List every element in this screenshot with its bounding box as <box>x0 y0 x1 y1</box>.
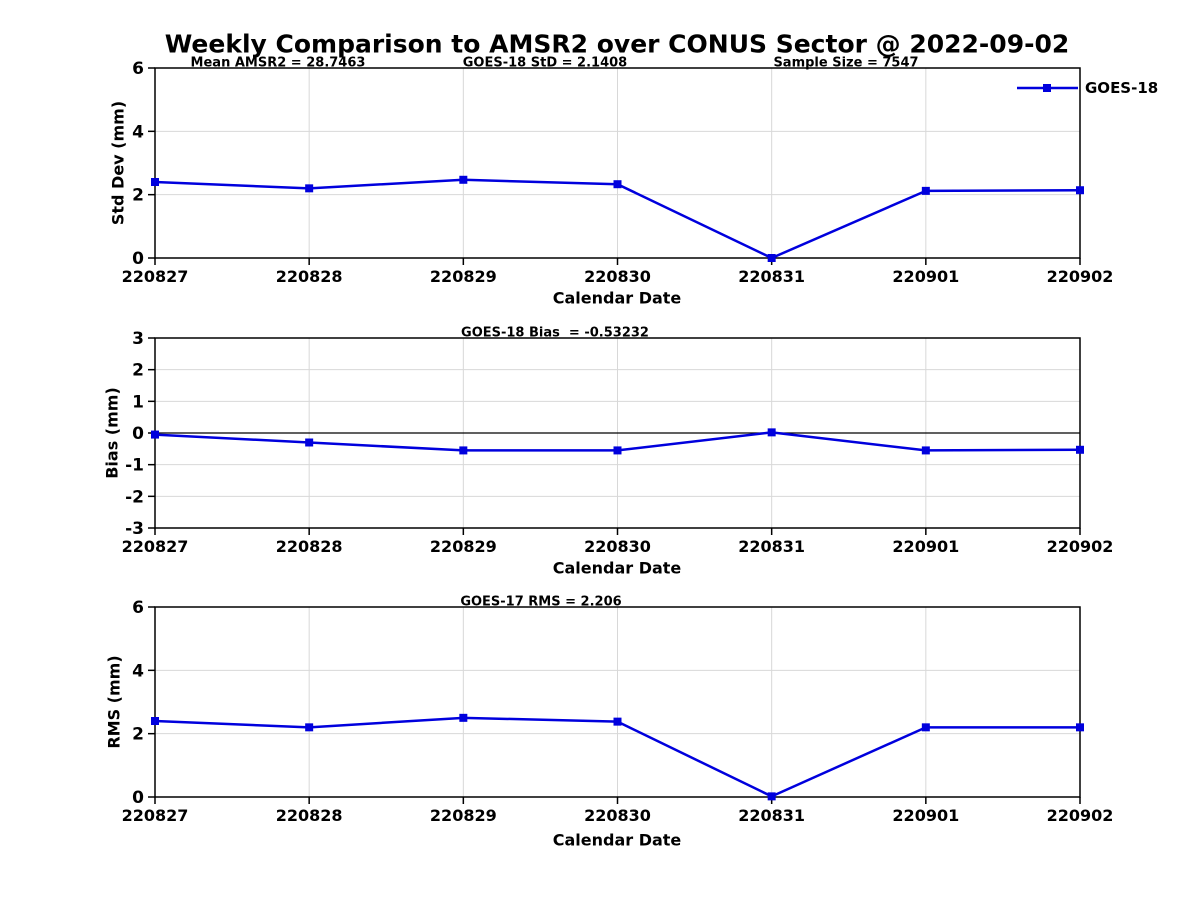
data-point-marker <box>1076 186 1084 195</box>
data-point-marker <box>1076 723 1084 732</box>
data-point-marker <box>921 446 930 455</box>
data-point-marker <box>459 446 468 455</box>
y-tick-label: 6 <box>132 598 144 618</box>
data-point-marker <box>459 713 468 722</box>
legend-marker <box>1043 84 1051 92</box>
y-tick-label: 1 <box>132 392 144 412</box>
data-point-marker <box>613 717 622 726</box>
x-tick-label: 220830 <box>584 267 651 286</box>
x-tick-label: 220831 <box>738 537 805 556</box>
annotation-goes17-rms: GOES-17 RMS = 2.206 <box>460 594 622 610</box>
x-tick-label: 220831 <box>738 806 805 825</box>
x-tick-label: 220828 <box>276 267 343 286</box>
x-tick-label: 220828 <box>276 806 343 825</box>
data-point-marker <box>921 723 930 732</box>
x-tick-label: 220830 <box>584 806 651 825</box>
data-point-marker <box>305 438 314 447</box>
x-tick-label: 220902 <box>1047 537 1114 556</box>
data-point-marker <box>767 254 776 262</box>
data-point-marker <box>921 186 930 195</box>
y-tick-label: -3 <box>125 519 144 539</box>
y-tick-label: 4 <box>132 661 144 681</box>
x-tick-label: 220901 <box>892 537 959 556</box>
legend-label-goes18: GOES-18 <box>1085 79 1159 97</box>
data-point-marker <box>1076 445 1084 454</box>
data-point-marker <box>459 175 468 184</box>
x-tick-label: 220902 <box>1047 267 1114 286</box>
y-tick-label: 3 <box>132 329 144 349</box>
x-tick-label: 220901 <box>892 267 959 286</box>
x-tick-label: 220902 <box>1047 806 1114 825</box>
x-axis-label-1: Calendar Date <box>552 288 682 308</box>
x-tick-label: 220828 <box>276 537 343 556</box>
y-tick-label: -2 <box>125 487 144 507</box>
y-tick-label: 0 <box>132 424 144 444</box>
y-axis-label-bias: Bias (mm) <box>102 387 122 479</box>
x-tick-label: 220830 <box>584 537 651 556</box>
annotation-mean-amsr2: Mean AMSR2 = 28.7463 <box>190 55 366 71</box>
data-point-marker <box>305 184 314 193</box>
figure-title: Weekly Comparison to AMSR2 over CONUS Se… <box>164 29 1070 59</box>
y-axis-label-stddev: Std Dev (mm) <box>108 100 128 226</box>
x-tick-label: 220829 <box>430 537 497 556</box>
data-point-marker <box>151 178 159 186</box>
annotation-goes18-std: GOES-18 StD = 2.1408 <box>462 55 628 71</box>
x-axis-label-3: Calendar Date <box>552 830 682 850</box>
y-tick-label: 0 <box>132 788 144 808</box>
y-tick-label: 2 <box>132 186 144 206</box>
x-tick-label: 220827 <box>122 537 189 556</box>
y-tick-label: -1 <box>125 456 144 476</box>
x-tick-label: 220901 <box>892 806 959 825</box>
data-point-marker <box>305 723 314 732</box>
x-axis-label-2: Calendar Date <box>552 558 682 578</box>
x-tick-label: 220829 <box>430 806 497 825</box>
data-point-marker <box>151 717 159 725</box>
y-tick-label: 6 <box>132 59 144 79</box>
x-tick-label: 220829 <box>430 267 497 286</box>
data-point-marker <box>613 180 622 189</box>
annotation-sample-size: Sample Size = 7547 <box>773 55 919 71</box>
annotation-goes18-bias: GOES-18 Bias = -0.53232 <box>461 325 649 341</box>
x-tick-label: 220827 <box>122 806 189 825</box>
data-point-marker <box>151 430 159 439</box>
x-tick-label: 220827 <box>122 267 189 286</box>
y-tick-label: 0 <box>132 249 144 269</box>
y-tick-label: 4 <box>132 122 144 142</box>
y-axis-label-rms: RMS (mm) <box>104 655 124 749</box>
y-tick-label: 2 <box>132 361 144 381</box>
data-point-marker <box>613 446 622 455</box>
y-tick-label: 2 <box>132 725 144 745</box>
data-point-marker <box>767 792 776 801</box>
x-tick-label: 220831 <box>738 267 805 286</box>
data-point-marker <box>767 428 776 437</box>
